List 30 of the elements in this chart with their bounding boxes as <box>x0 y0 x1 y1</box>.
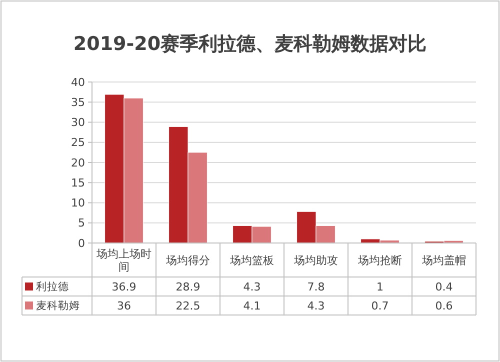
data-label: 1 <box>376 280 384 294</box>
x-tick-label: 场均助攻 <box>293 254 338 267</box>
y-tick-label: 30 <box>71 116 85 130</box>
y-tick-label: 25 <box>71 136 85 150</box>
x-tick-label: 场均上场时间 <box>96 247 152 274</box>
x-tick-label: 场均篮板 <box>229 254 274 267</box>
y-tick-label: 5 <box>78 216 85 230</box>
y-tick-label: 20 <box>71 156 85 170</box>
data-label: 28.9 <box>176 280 200 294</box>
x-tick-label: 场均盖帽 <box>421 254 466 267</box>
legend-label: 麦科勒姆 <box>36 299 80 312</box>
y-tick-label: 15 <box>71 176 85 190</box>
data-label: 22.5 <box>176 299 200 312</box>
x-tick-label: 场均抢断 <box>357 254 402 267</box>
data-label: 36 <box>117 299 131 312</box>
y-tick-label: 35 <box>71 96 85 109</box>
data-label: 0.4 <box>435 280 453 294</box>
y-tick-label: 40 <box>71 76 85 89</box>
data-label: 4.3 <box>307 299 325 312</box>
y-tick-label: 10 <box>71 196 85 210</box>
data-label: 4.1 <box>243 299 261 312</box>
legend-label: 利拉德 <box>36 280 69 294</box>
data-label: 7.8 <box>307 280 325 294</box>
data-label: 4.3 <box>243 280 261 294</box>
chart-title: 2019-20赛季利拉德、麦科勒姆数据对比 <box>73 33 427 55</box>
data-label: 0.6 <box>435 299 453 312</box>
y-tick-label: 0 <box>78 236 85 250</box>
data-label: 0.7 <box>371 299 389 312</box>
x-tick-label: 场均得分 <box>165 254 210 267</box>
data-label: 36.9 <box>112 280 136 294</box>
